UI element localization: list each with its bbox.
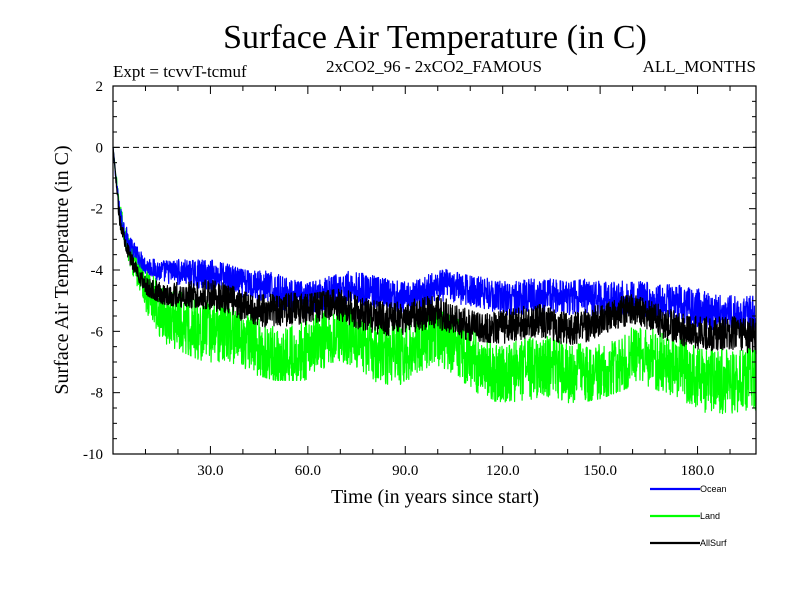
- y-tick-label: -10: [83, 447, 103, 463]
- series-layer: [112, 147, 757, 415]
- y-tick-label: -2: [91, 202, 104, 218]
- series-line-land: [112, 147, 757, 415]
- x-tick-label: 90.0: [392, 463, 418, 479]
- series-line-allsurf: [112, 147, 757, 354]
- x-tick-label: 120.0: [486, 463, 520, 479]
- y-tick-label: -6: [91, 324, 104, 340]
- chart-subtitle-right: ALL_MONTHS: [643, 57, 756, 76]
- x-tick-label: 60.0: [295, 463, 321, 479]
- legend-label-land: Land: [700, 511, 720, 521]
- y-axis-label: Surface Air Temperature (in C): [51, 145, 73, 394]
- chart-subtitle-left: Expt = tcvvT-tcmuf: [113, 62, 247, 81]
- x-tick-label: 180.0: [681, 463, 715, 479]
- legend-label-ocean: Ocean: [700, 484, 727, 494]
- legend: Ocean Land AllSurf: [650, 484, 727, 548]
- x-axis-label: Time (in years since start): [331, 486, 539, 508]
- axis-layer: 2 0 -2 -4 -6 -8 -10 30.0 60.0 90.0 120.0 150.0 180.0: [83, 79, 757, 479]
- chart-title: Surface Air Temperature (in C): [223, 19, 647, 56]
- y-tick-label: -8: [91, 386, 104, 402]
- y-tick-label: 2: [96, 79, 104, 95]
- x-tick-label: 30.0: [197, 463, 223, 479]
- x-tick-label: 150.0: [583, 463, 617, 479]
- chart-subtitle-center: 2xCO2_96 - 2xCO2_FAMOUS: [326, 57, 542, 76]
- legend-label-allsurf: AllSurf: [700, 538, 727, 548]
- y-tick-label: 0: [96, 140, 104, 156]
- y-tick-label: -4: [91, 263, 104, 279]
